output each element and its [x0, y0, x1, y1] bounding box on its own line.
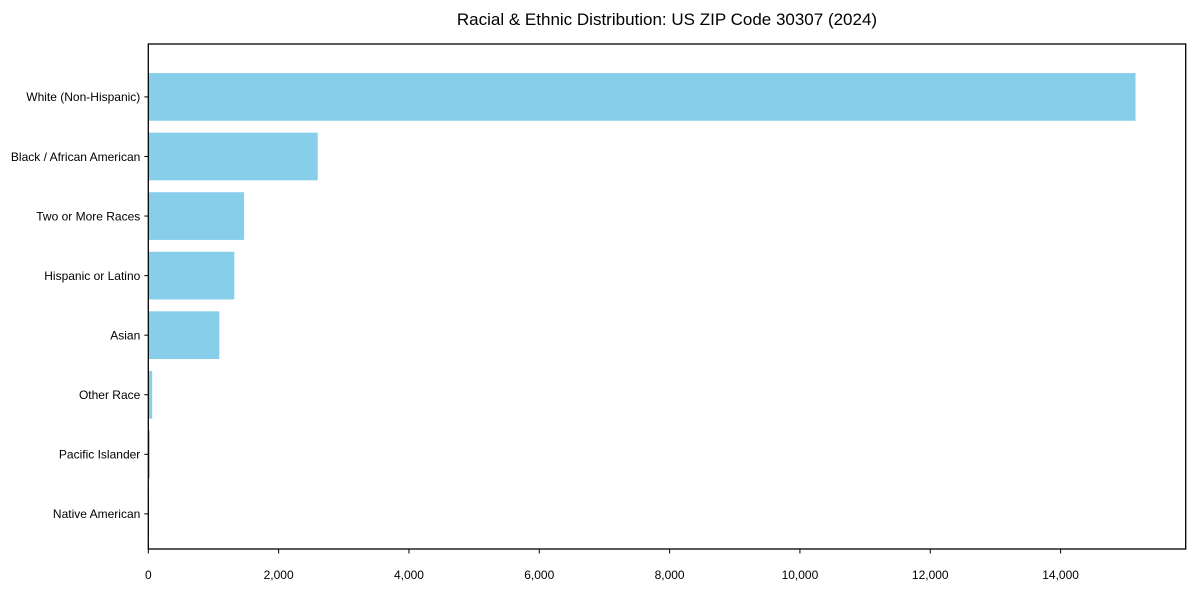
- x-tick-label-10000: 10,000: [782, 568, 819, 582]
- bar-pacific-islander: [148, 430, 150, 479]
- bar-hispanic-or-latino: [148, 251, 235, 300]
- x-tick-label-2000: 2,000: [264, 568, 294, 582]
- category-label-asian: Asian: [110, 328, 140, 342]
- category-label-white-non-hispanic: White (Non-Hispanic): [26, 90, 140, 104]
- chart-title: Racial & Ethnic Distribution: US ZIP Cod…: [456, 10, 878, 29]
- bar-asian: [148, 311, 220, 360]
- category-label-two-or-more-races: Two or More Races: [36, 209, 140, 223]
- x-tick-label-12000: 12,000: [912, 568, 949, 582]
- bar-white-non-hispanic: [148, 73, 1136, 121]
- bar-black-african-american: [148, 132, 318, 181]
- x-tick-label-14000: 14,000: [1042, 568, 1079, 582]
- x-tick-label-8000: 8,000: [655, 568, 685, 582]
- x-tick-label-0: 0: [145, 568, 152, 582]
- bar-other-race: [148, 370, 153, 419]
- x-tick-label-6000: 6,000: [524, 568, 554, 582]
- category-label-black-african-american: Black / African American: [11, 150, 140, 164]
- bar-two-or-more-races: [148, 192, 245, 240]
- plot-border: [147, 43, 1187, 550]
- category-label-pacific-islander: Pacific Islander: [59, 448, 140, 462]
- x-tick-label-4000: 4,000: [394, 568, 424, 582]
- category-label-native-american: Native American: [53, 507, 140, 521]
- category-label-other-race: Other Race: [79, 388, 141, 402]
- category-label-hispanic-or-latino: Hispanic or Latino: [44, 269, 140, 283]
